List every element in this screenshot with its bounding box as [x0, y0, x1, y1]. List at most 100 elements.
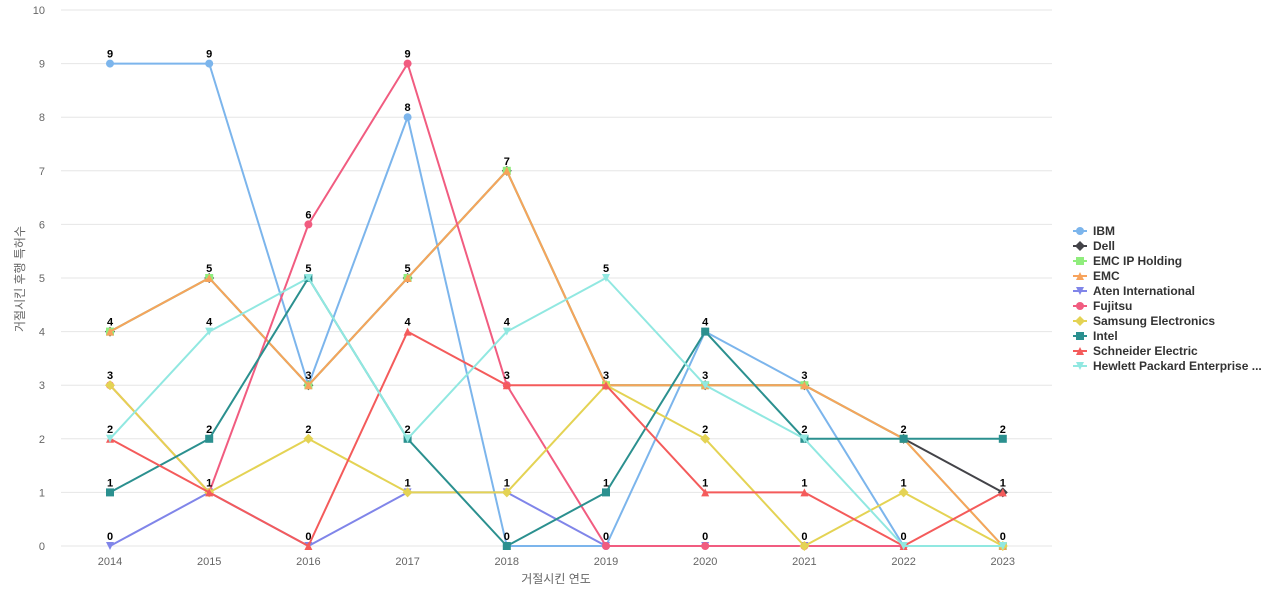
- data-label: 2: [901, 424, 907, 436]
- data-label: 3: [603, 370, 609, 382]
- y-tick-label: 6: [39, 219, 45, 231]
- legend-item-6[interactable]: Samsung Electronics: [1073, 314, 1215, 328]
- y-tick-label: 3: [39, 380, 45, 392]
- data-point: [106, 327, 114, 336]
- legend-label: Aten International: [1093, 284, 1195, 298]
- legend-label: Fujitsu: [1093, 299, 1132, 313]
- y-tick-label: 5: [39, 273, 45, 285]
- data-point: [998, 434, 1007, 443]
- legend-marker-icon: [1076, 257, 1084, 265]
- legend-item-0[interactable]: IBM: [1073, 224, 1115, 238]
- data-point: [502, 327, 511, 336]
- x-axis-ticks: 2014 2015 2016 2017 2018 2019 2020 2021 2022 2023: [98, 556, 1015, 568]
- data-label: 0: [702, 531, 708, 543]
- data-point: [403, 59, 412, 68]
- legend-item-7[interactable]: Intel: [1073, 329, 1118, 343]
- x-tick-label: 2016: [296, 556, 320, 568]
- data-label: 9: [405, 49, 411, 61]
- data-label: 1: [702, 477, 708, 489]
- legend-marker-icon: [1075, 316, 1085, 326]
- legend-marker-icon: [1075, 241, 1085, 251]
- data-point: [602, 381, 610, 390]
- legend-label: EMC IP Holding: [1093, 254, 1182, 268]
- legend-item-5[interactable]: Fujitsu: [1073, 299, 1132, 313]
- data-label: 1: [504, 477, 510, 489]
- data-point: [799, 541, 810, 551]
- legend-marker-icon: [1076, 272, 1084, 280]
- data-point: [899, 434, 908, 443]
- data-label: 0: [1000, 531, 1006, 543]
- data-point: [304, 381, 313, 390]
- legend-label: Schneider Electric: [1093, 344, 1198, 358]
- data-point: [106, 59, 114, 68]
- data-point: [205, 488, 214, 497]
- y-axis-title: 거절시킨 후행 특허수: [12, 226, 27, 332]
- series-9: [106, 274, 1007, 550]
- data-point: [303, 433, 314, 444]
- data-point: [602, 542, 610, 550]
- data-point: [304, 542, 313, 550]
- legend-item-2[interactable]: EMC IP Holding: [1073, 254, 1182, 268]
- legend-item-8[interactable]: Schneider Electric: [1073, 344, 1198, 358]
- legend-item-1[interactable]: Dell: [1073, 239, 1115, 253]
- data-point: [800, 434, 809, 443]
- data-point: [701, 327, 710, 336]
- data-label: 4: [702, 317, 709, 329]
- data-label: 4: [405, 317, 412, 329]
- legend-item-3[interactable]: EMC: [1073, 269, 1120, 283]
- data-point: [800, 488, 809, 497]
- data-point: [501, 487, 512, 498]
- data-point: [602, 274, 610, 282]
- data-label: 2: [206, 424, 212, 436]
- data-point: [701, 542, 710, 550]
- legend-marker-icon: [1076, 362, 1084, 370]
- data-point: [998, 488, 1007, 497]
- x-tick-label: 2014: [98, 556, 122, 568]
- data-label: 8: [405, 102, 411, 114]
- data-point: [105, 380, 115, 391]
- data-label: 3: [107, 370, 113, 382]
- data-point: [898, 487, 909, 498]
- series-line: [110, 62, 1003, 547]
- x-tick-label: 2018: [495, 556, 519, 568]
- data-label: 1: [405, 477, 411, 489]
- data-label: 0: [305, 531, 311, 543]
- data-label: 5: [603, 263, 609, 275]
- x-tick-label: 2020: [693, 556, 717, 568]
- data-label: 4: [107, 317, 114, 329]
- series-line: [109, 330, 1004, 547]
- data-label: 9: [107, 49, 113, 61]
- data-label: 1: [901, 477, 907, 489]
- data-point: [106, 434, 114, 443]
- data-point: [403, 434, 412, 443]
- legend-label: Dell: [1093, 239, 1115, 253]
- legend-label: Intel: [1093, 329, 1118, 343]
- data-point: [602, 488, 610, 497]
- data-label: 4: [206, 317, 213, 329]
- data-label: 2: [801, 424, 807, 436]
- x-tick-label: 2021: [792, 556, 816, 568]
- data-point: [106, 488, 114, 497]
- legend-item-4[interactable]: Aten International: [1073, 284, 1195, 298]
- data-labels: 9 4 3 2 1 0 9 5 4 2 1 6 5 3 2 0 9 8 5 4 2 1 7 4 3 1 0 5 3 1 0 4 3 2 1 0 3 2 1 0…: [107, 49, 1006, 543]
- y-tick-label: 7: [39, 166, 45, 178]
- legend-marker-icon: [1076, 302, 1084, 310]
- x-tick-label: 2022: [891, 556, 915, 568]
- data-point: [998, 542, 1007, 550]
- legend-marker-icon: [1076, 227, 1084, 235]
- data-label: 1: [107, 477, 113, 489]
- legend-item-9[interactable]: Hewlett Packard Enterprise ...: [1073, 359, 1262, 373]
- data-label: 2: [405, 424, 411, 436]
- data-label: 4: [504, 317, 511, 329]
- y-tick-label: 0: [39, 541, 45, 553]
- y-tick-label: 4: [39, 327, 45, 339]
- y-tick-label: 8: [39, 112, 45, 124]
- legend-marker-icon: [1076, 287, 1084, 295]
- data-point: [304, 274, 313, 282]
- series-line: [109, 277, 1003, 547]
- data-point: [205, 274, 214, 282]
- data-label: 1: [1000, 477, 1006, 489]
- x-axis-title: 거절시킨 연도: [521, 572, 591, 586]
